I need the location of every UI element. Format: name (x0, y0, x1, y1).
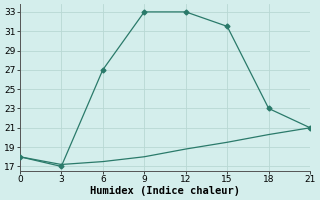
X-axis label: Humidex (Indice chaleur): Humidex (Indice chaleur) (90, 186, 240, 196)
